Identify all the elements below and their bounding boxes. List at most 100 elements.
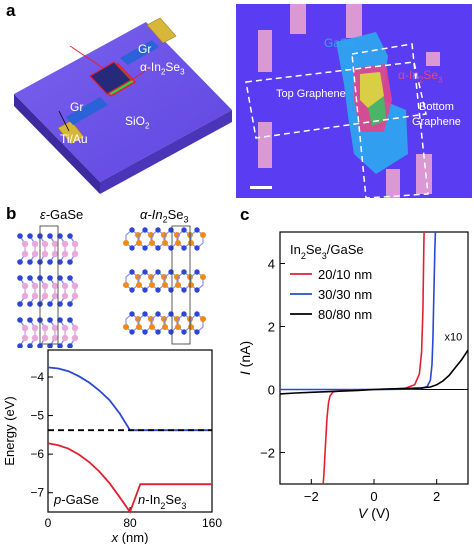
panel-a-letter: a [6,1,16,20]
se-atom [27,343,33,348]
pad-6 [416,154,432,194]
ga-atom [61,324,69,332]
in-atom [149,282,155,288]
in-atom [148,274,154,280]
iv-x-tick-label: 0 [370,489,377,504]
ga-atom [21,292,29,300]
n-label-mid: Se [165,492,181,507]
ga-atom [61,250,69,258]
electrode-bottom-left [57,120,85,145]
se-atom [155,311,161,317]
in-atom [148,316,154,322]
se-atom [168,287,174,293]
se-atom [181,269,187,275]
band-diagram-chart: −4 −5 −6 −7 0 80 160 Energy (eV) x (nm) p-GaSe n-I… [2,349,222,544]
se-atom [194,269,200,275]
band-xlabel-italic: x [111,530,119,544]
band-y-tick-label: −4 [30,370,44,384]
in2se3-mid: Se [165,60,181,74]
iv-series-line-2 [279,349,469,395]
se-atom [168,311,174,317]
iv-ylabel-rest: (nA) [237,341,253,371]
se-atom [142,227,148,233]
se-atom [142,311,148,317]
top-graphene-outline [245,61,427,139]
in-atom [162,324,168,330]
se-atom [57,301,63,307]
in2se3-sub2: 3 [180,67,185,77]
in-atom [200,316,206,322]
pad-3 [290,4,306,34]
se-atom [129,311,135,317]
in-atom [123,282,129,288]
ga-atom [31,240,39,248]
band-xlabel-rest: (nm) [118,530,148,544]
iv-legend-title: In2Se3/GaSe [290,242,364,261]
iv-plot-frame [279,231,469,485]
in-atom [200,274,206,280]
se-atom [17,233,23,239]
iv-annotation-x10: x10 [445,332,463,344]
ga-atom [71,334,79,342]
se-atom [67,317,73,323]
struct-right-prefix: α-In [140,207,163,222]
in2se3-sub1: 2 [160,67,166,77]
in2se3-image-prefix: α-In [398,68,419,82]
ga-atom [41,334,49,342]
ga-atom [51,324,59,332]
se-atom [37,343,43,348]
struct-left-name: GaSe [50,207,84,222]
se-atom [47,317,53,323]
iv-ylabel-italic: I [237,371,253,375]
ga-atom [71,324,79,332]
in-atom [188,324,194,330]
panel-c-letter: c [240,205,249,224]
ga-atom [31,324,39,332]
in-atom [161,274,167,280]
se-atom [27,301,33,307]
graphene-bottom-strip [66,97,108,125]
iv-x-axis-label: V (V) [358,505,390,521]
label-sio2: SiO2 [125,114,149,130]
iv-legend-label-2: 80/80 nm [318,307,372,322]
in-atom [200,232,206,238]
se-atom [142,329,148,335]
in-atom [136,324,142,330]
ga-atom [61,282,69,290]
se-atom [129,329,135,335]
se-atom [57,343,63,348]
in2se3-image-sub1: 2 [418,75,424,85]
band-series-line-1 [47,442,212,514]
ga-atom [51,282,59,290]
se-atom [47,275,53,281]
iv-y-tick-label: 4 [268,257,275,272]
iv-legend-title-mid: Se [306,242,322,257]
in-atom [136,240,142,246]
se-atom [129,227,135,233]
bottom-graphene-line2: Graphene [412,116,461,128]
in-atom [123,240,129,246]
ga-atom [41,282,49,290]
pad-4 [346,4,362,38]
iv-xlabel-rest: (V) [367,505,390,521]
ga-atom [51,292,59,300]
se-atom [155,269,161,275]
ga-atom [71,250,79,258]
se-atom [47,301,53,307]
ga-atom [21,282,29,290]
iv-legend-title-suffix: /GaSe [327,242,364,257]
in-atom [174,274,180,280]
in-atom [161,316,167,322]
se-atom [155,287,161,293]
band-y-tick-label: −6 [30,447,44,461]
band-x-tick-label: 0 [45,516,52,530]
bottom-graphene-outline [351,43,429,198]
in2se3-image-sub2: 3 [438,75,443,85]
se-atom [155,227,161,233]
label-top-graphene: Top Graphene [276,88,346,100]
ga-atom [51,240,59,248]
se-atom [27,233,33,239]
se-atom [47,233,53,239]
pad-5 [426,52,440,66]
in-atom [148,232,154,238]
